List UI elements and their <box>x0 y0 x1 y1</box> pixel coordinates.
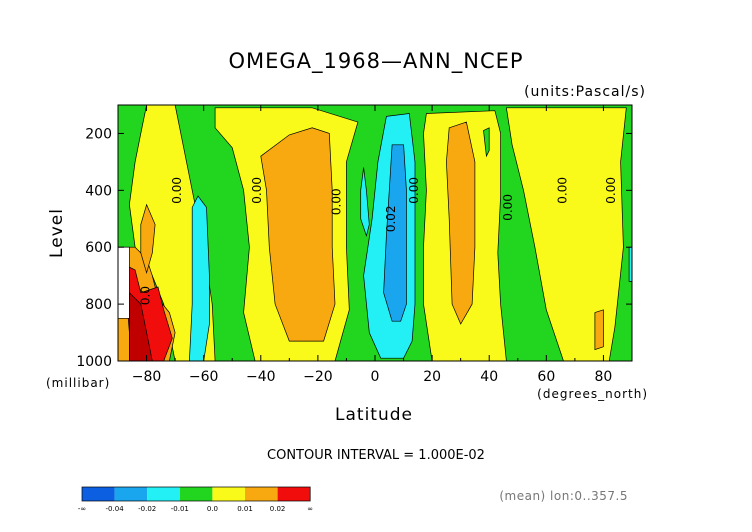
x-tick-label: 40 <box>480 369 498 385</box>
contour-region-orange-south-pole-ridge <box>140 203 156 275</box>
contour-label-5: 0.00 <box>501 194 515 221</box>
colorbar-label: -0.02 <box>138 505 156 513</box>
contour-region-orange-north-subtropics <box>446 121 476 325</box>
contour-label-2: 0.00 <box>330 188 344 215</box>
colorbar-label: -0.04 <box>106 505 125 513</box>
contour-region-yellow-north-midlat <box>505 107 627 361</box>
y-unit-label: (millibar) <box>46 376 110 390</box>
contour-label-4: 0.00 <box>407 177 421 204</box>
y-tick-label: 800 <box>85 297 112 313</box>
footnote: (mean) lon:0..357.5 <box>499 489 628 503</box>
contour-regions <box>118 105 632 361</box>
x-tick-label: −80 <box>132 369 162 385</box>
y-axis-label: Level <box>47 208 67 258</box>
x-tick-label: 60 <box>537 369 555 385</box>
x-axis-label: Latitude <box>335 405 413 425</box>
colorbar-swatch <box>82 487 115 501</box>
colorbar-label: 0.0 <box>207 505 218 513</box>
colorbar: -∞ -0.04 -0.02 -0.01 0.0 0.01 0.02 ∞ <box>78 486 313 513</box>
y-axis-ticks: 200 400 600 800 1000 <box>76 126 632 370</box>
x-tick-label: 20 <box>423 369 441 385</box>
contour-interval: CONTOUR INTERVAL = 1.000E-02 <box>267 448 485 463</box>
contour-region-missing-below-surface <box>118 246 130 319</box>
y-tick-label: 400 <box>85 183 112 199</box>
x-tick-label: −20 <box>303 369 333 385</box>
chart-title: OMEGA_1968—ANN_NCEP <box>228 49 523 74</box>
units-label: (units:Pascal/s) <box>524 84 646 100</box>
y-tick-label: 200 <box>85 126 112 142</box>
colorbar-label: -0.01 <box>171 505 189 513</box>
colorbar-swatch <box>147 487 180 501</box>
colorbar-swatch <box>277 487 311 501</box>
colorbar-label: 0.01 <box>237 505 253 513</box>
y-tick-label: 1000 <box>76 354 112 370</box>
x-tick-label: −40 <box>246 369 276 385</box>
contour-region-orange-north-small <box>594 309 604 351</box>
contour-label-1: 0.00 <box>250 177 264 204</box>
contour-region-cyan-south-ascent <box>189 195 210 361</box>
contour-label-7: 0.00 <box>604 177 618 204</box>
contour-region-green-north-pocket <box>483 127 490 158</box>
contour-region-blue-itcz-core <box>383 144 407 322</box>
colorbar-swatch <box>114 487 148 501</box>
colorbar-swatch <box>245 487 278 501</box>
contour-region-cyan-itcz-small <box>360 167 370 238</box>
contour-label-6: 0.00 <box>555 177 569 204</box>
x-tick-label: −60 <box>189 369 219 385</box>
contour-label-3: 0.02 <box>384 205 398 232</box>
colorbar-label: 0.02 <box>270 505 286 513</box>
contour-labels: 0.00 0.00 0.00 0.02 0.00 0.00 0.00 0.00 0.0 <box>138 177 617 305</box>
colorbar-swatch <box>212 487 245 501</box>
contour-label-8: 0.0 <box>138 286 152 305</box>
colorbar-label: -∞ <box>78 505 86 513</box>
colorbar-label: ∞ <box>307 505 313 513</box>
x-axis-ticks: −80 −60 −40 −20 0 20 40 60 80 <box>117 105 633 385</box>
contour-label-0: 0.00 <box>170 177 184 204</box>
contour-region-darkred-south-pole <box>129 291 153 361</box>
x-tick-label: 80 <box>595 369 613 385</box>
x-unit-label: (degrees_north) <box>537 387 648 401</box>
y-tick-label: 600 <box>85 240 112 256</box>
x-tick-label: 0 <box>371 369 380 385</box>
colorbar-frame <box>81 486 311 502</box>
contour-region-orange-south-subtropics <box>260 127 336 342</box>
colorbar-swatch <box>179 487 213 501</box>
